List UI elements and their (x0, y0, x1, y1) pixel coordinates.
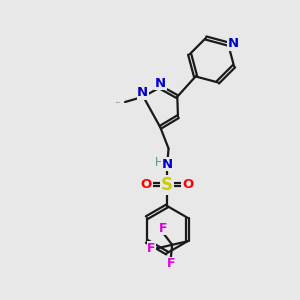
Text: H: H (154, 156, 163, 169)
Text: F: F (147, 242, 156, 255)
Text: N: N (137, 86, 148, 99)
Text: N: N (161, 158, 172, 171)
Text: S: S (161, 176, 173, 194)
Text: F: F (167, 257, 176, 271)
Text: N: N (228, 38, 239, 50)
Text: O: O (182, 178, 193, 191)
Text: O: O (141, 178, 152, 191)
Text: methyl: methyl (116, 101, 121, 103)
Text: N: N (155, 77, 166, 90)
Text: F: F (158, 221, 167, 235)
